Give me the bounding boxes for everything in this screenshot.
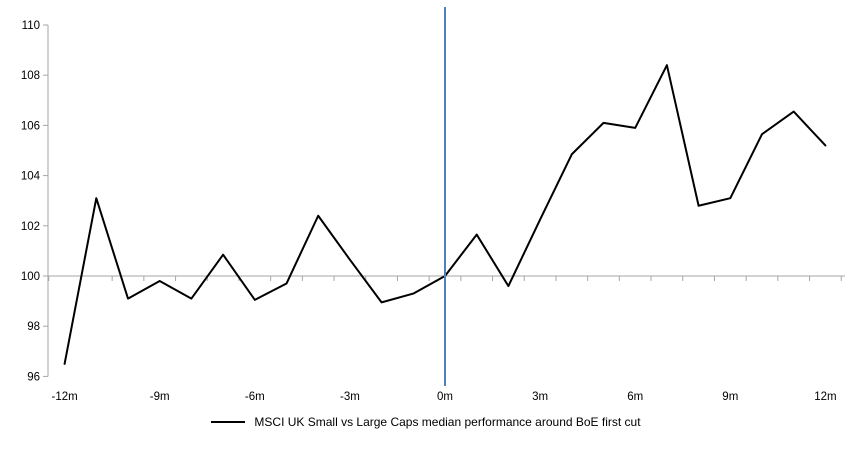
x-axis-label: 3m [532, 391, 548, 403]
y-axis-label: 100 [21, 271, 40, 283]
y-axis-label: 98 [27, 321, 40, 333]
y-axis-label: 104 [21, 171, 41, 183]
x-axis-label: 12m [814, 391, 836, 403]
x-axis-label: 9m [722, 391, 738, 403]
y-axis-label: 106 [21, 120, 40, 132]
legend: MSCI UK Small vs Large Caps median perfo… [0, 415, 852, 429]
x-axis-label: 0m [437, 391, 453, 403]
x-axis-label: -12m [51, 391, 77, 403]
y-axis-label: 102 [21, 221, 40, 233]
x-axis-label: -9m [150, 391, 170, 403]
y-axis-label: 108 [21, 70, 40, 82]
legend-line-swatch [211, 421, 246, 423]
x-axis-label: 6m [627, 391, 643, 403]
x-axis-label: -6m [245, 391, 265, 403]
y-axis-label: 96 [27, 371, 40, 383]
x-axis-label: -3m [340, 391, 360, 403]
y-axis-label: 110 [22, 20, 40, 32]
legend-label: MSCI UK Small vs Large Caps median perfo… [254, 415, 641, 429]
